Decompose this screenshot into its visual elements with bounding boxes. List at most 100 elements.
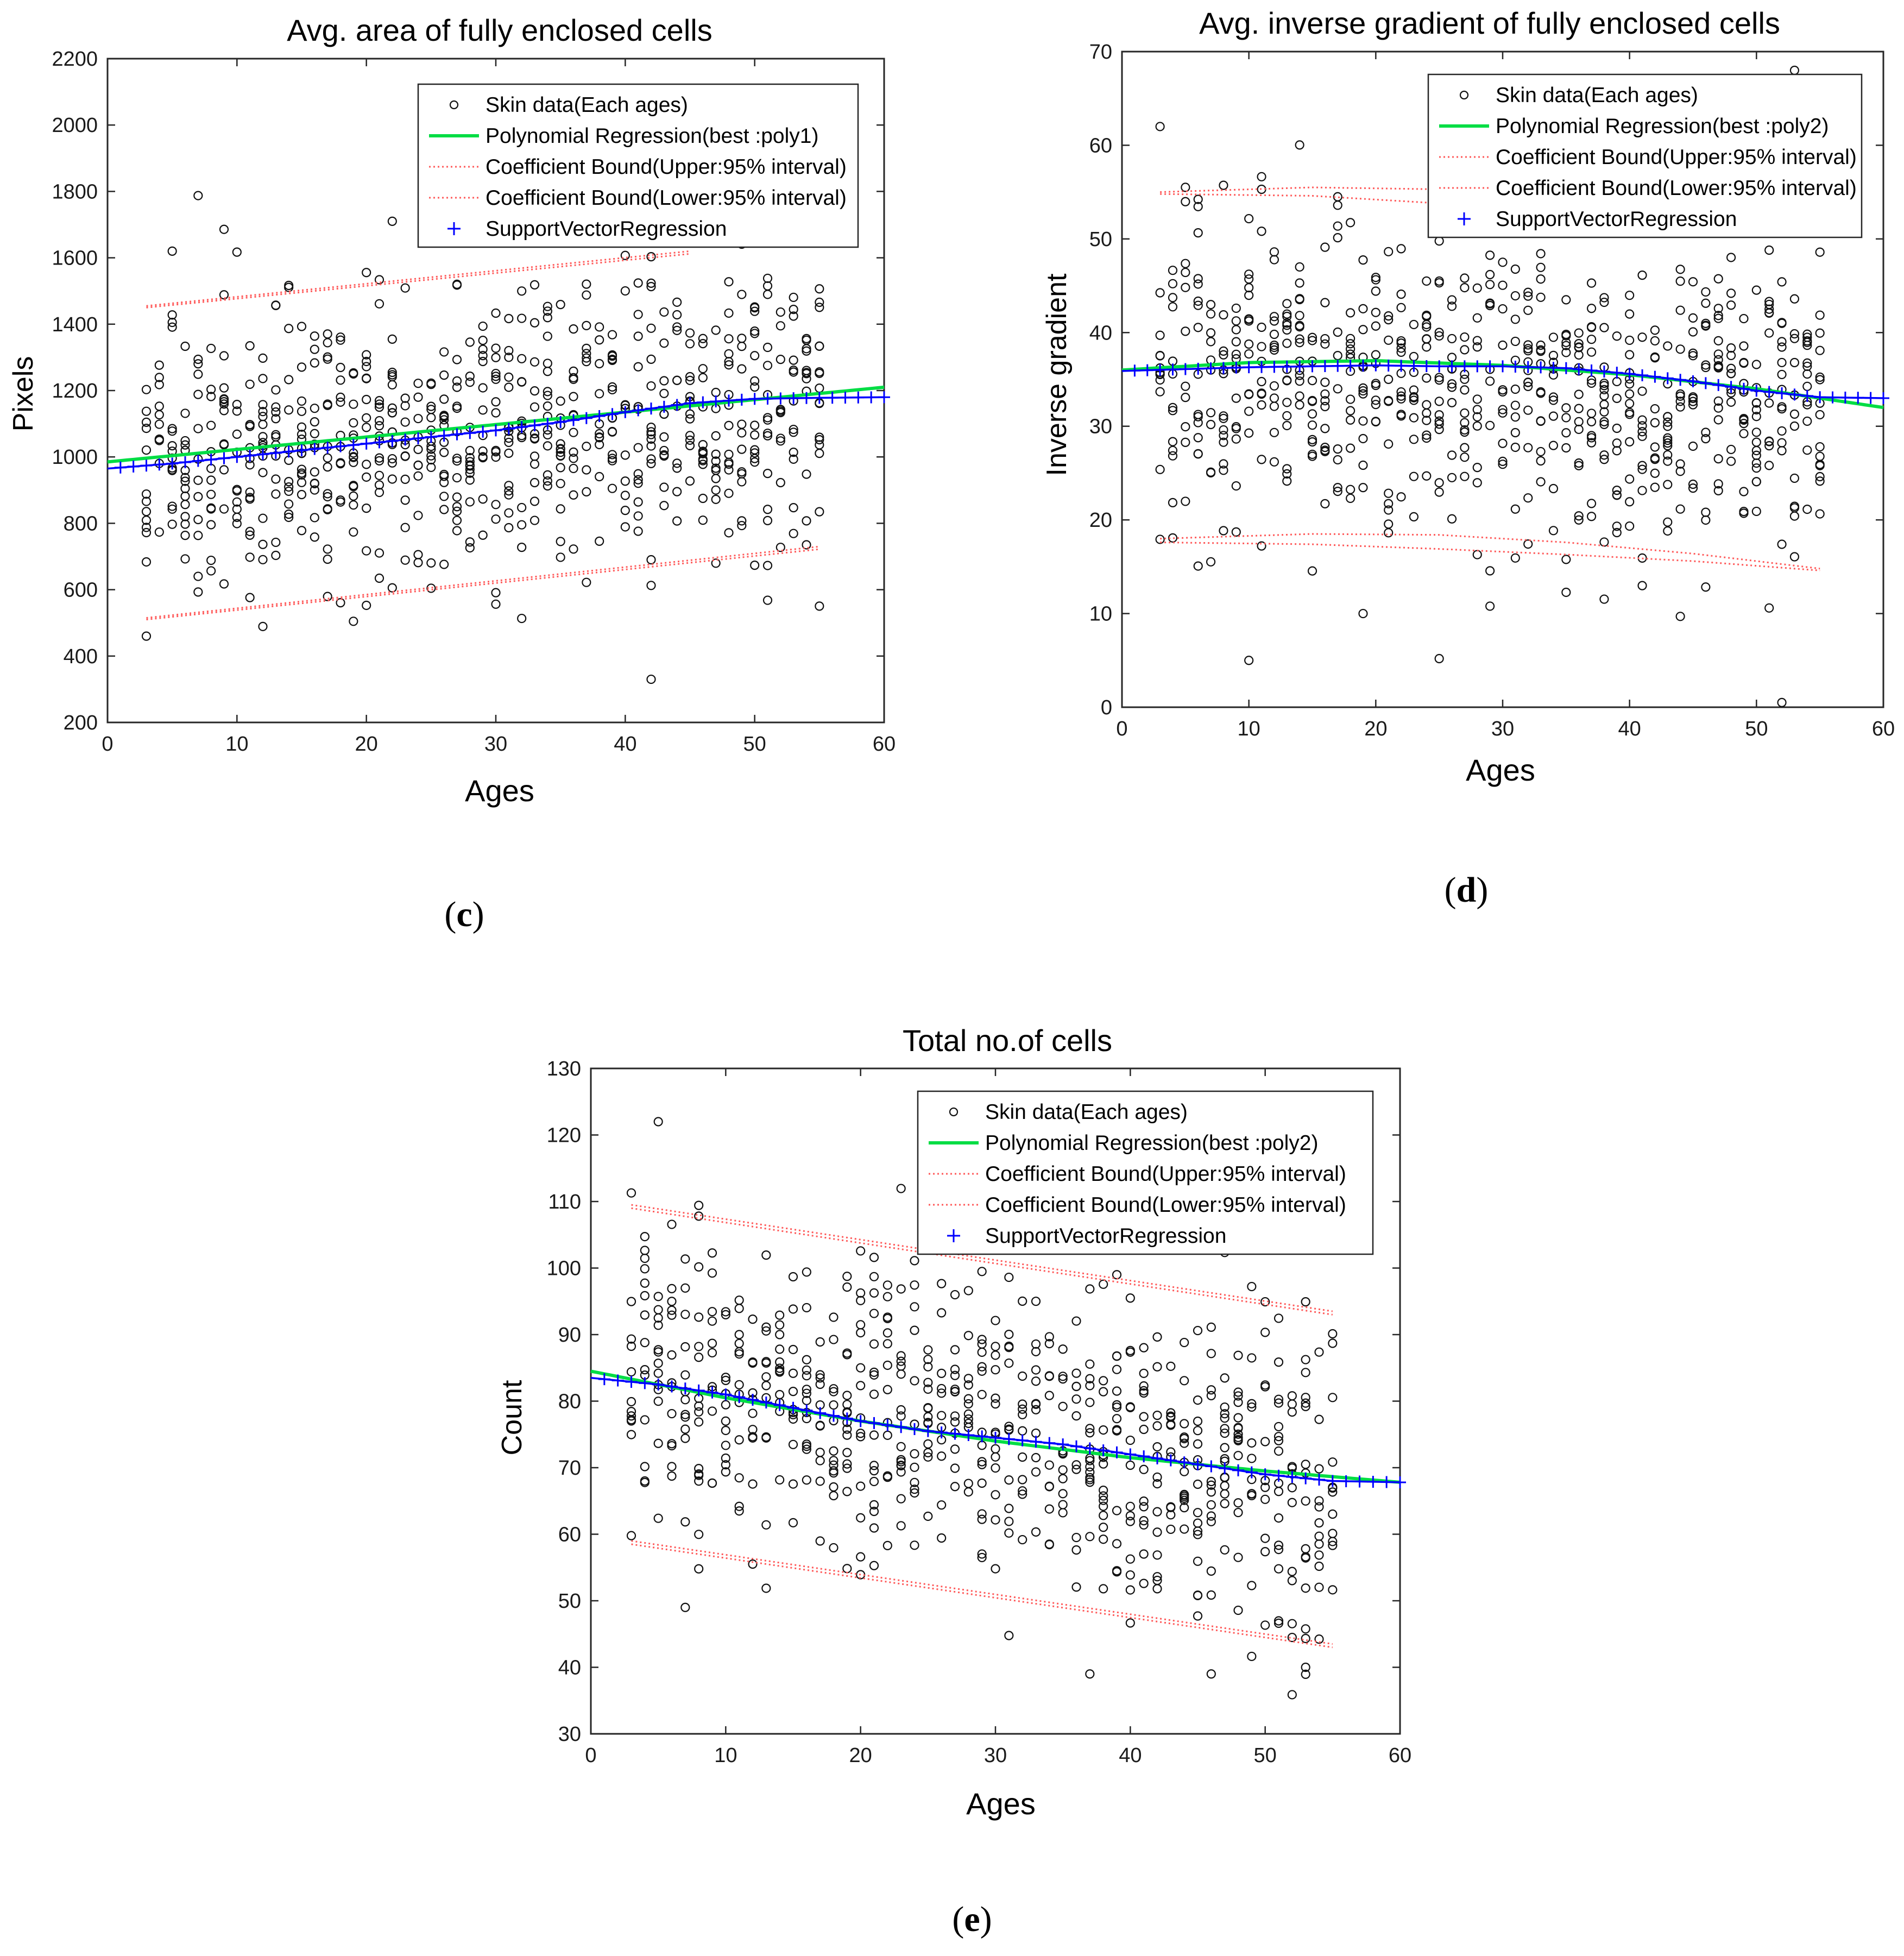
- chart-e-data-point: [1328, 1329, 1338, 1339]
- chart-c-data-point: [620, 250, 630, 260]
- chart-d-svr-marker: [1408, 360, 1420, 372]
- chart-d-data-point: [1789, 329, 1800, 339]
- chart-e-data-point: [761, 1322, 771, 1332]
- chart-e-data-point: [882, 1339, 892, 1349]
- chart-d-data-point: [1320, 443, 1330, 452]
- chart-e-data-point: [1099, 1376, 1108, 1386]
- chart-c-data-point: [400, 417, 410, 427]
- chart-e-data-point: [1058, 1508, 1068, 1518]
- chart-c-data-point: [750, 457, 760, 467]
- chart-c-data-point: [659, 445, 669, 456]
- chart-e-data-point: [1220, 1545, 1230, 1555]
- chart-d-data-point: [1574, 515, 1584, 525]
- chart-e-legend-entry: Polynomial Regression(best :poly2): [985, 1131, 1318, 1155]
- chart-d-xlabel: Ages: [1466, 753, 1535, 787]
- chart-c-data-point: [685, 375, 695, 385]
- chart-c-data-point: [362, 472, 371, 482]
- chart-e-data-point: [829, 1387, 838, 1397]
- chart-d-data-point: [1384, 439, 1394, 449]
- chart-c-data-point: [374, 396, 384, 406]
- chart-c-data-point: [672, 463, 682, 473]
- chart-d-data-point: [1219, 431, 1228, 441]
- chart-d-data-point: [1701, 582, 1711, 592]
- chart-c-data-point: [543, 481, 552, 491]
- chart-e-data-point: [721, 1453, 730, 1463]
- chart-c-data-point: [776, 436, 785, 446]
- chart-e-data-point: [775, 1357, 785, 1367]
- chart-d-data-point: [1802, 445, 1812, 455]
- chart-e-data-point: [815, 1337, 825, 1347]
- chart-c-data-point: [737, 428, 747, 438]
- chart-d-data-point: [1358, 483, 1368, 493]
- chart-c-svr-marker: [373, 436, 386, 449]
- chart-e-data-point: [1031, 1399, 1041, 1408]
- chart-c-data-point: [762, 361, 773, 370]
- chart-d-data-point: [1333, 233, 1342, 243]
- chart-d-data-point: [1764, 441, 1774, 451]
- chart-d-data-point: [1396, 391, 1406, 401]
- chart-d-data-point: [1599, 417, 1609, 426]
- chart-d-data-point: [1574, 343, 1584, 353]
- chart-e-data-point: [910, 1488, 919, 1498]
- chart-e-data-point: [1287, 1567, 1297, 1576]
- chart-d-data-point: [1726, 363, 1736, 373]
- chart-e-data-point: [802, 1267, 811, 1277]
- chart-d-data-point: [1396, 338, 1406, 348]
- chart-e-data-point: [869, 1476, 879, 1487]
- chart-e-data-point: [680, 1410, 690, 1419]
- chart-e-data-point: [667, 1297, 677, 1306]
- chart-d-data-point: [1460, 427, 1470, 437]
- chart-c-ytick-label: 2200: [52, 48, 98, 71]
- chart-c-data-point: [491, 372, 501, 381]
- chart-d-data-point: [1815, 247, 1825, 257]
- chart-e-data-point: [1233, 1387, 1243, 1397]
- chart-c-data-point: [762, 431, 773, 441]
- chart-c-data-point: [517, 543, 527, 552]
- chart-c-svr-marker: [515, 421, 528, 433]
- chart-e-data-point: [1018, 1475, 1027, 1485]
- chart-c-data-point: [271, 407, 281, 417]
- chart-e-data-point: [869, 1430, 879, 1440]
- chart-c-data-point: [336, 392, 345, 402]
- chart-e-data-point: [1099, 1501, 1108, 1511]
- chart-e-xtick-label: 30: [984, 1744, 1007, 1767]
- chart-d-data-point: [1269, 316, 1279, 326]
- chart-e-data-point: [1058, 1465, 1068, 1475]
- chart-e-ytick-label: 60: [558, 1524, 581, 1546]
- chart-d-data-point: [1346, 493, 1356, 504]
- chart-d-data-point: [1358, 304, 1368, 313]
- chart-c-data-point: [387, 216, 397, 226]
- chart-e-data-point: [626, 1415, 636, 1425]
- chart-d-lower-bound-line: [1160, 542, 1820, 571]
- chart-d-data-point: [1269, 345, 1279, 355]
- chart-d-data-point: [1181, 183, 1190, 192]
- chart-d-svr-marker: [1268, 361, 1281, 373]
- chart-d-data-point: [1193, 296, 1203, 306]
- chart-e-data-point: [882, 1328, 892, 1338]
- chart-c-data-point: [762, 342, 773, 353]
- chart-c-legend-entry: Coefficient Bound(Upper:95% interval): [486, 155, 847, 179]
- chart-e-data-point: [1152, 1572, 1162, 1582]
- chart-d-data-point: [1688, 441, 1698, 451]
- chart-e-data-point: [802, 1385, 811, 1394]
- chart-e-data-point: [653, 1368, 663, 1378]
- chart-d-data-point: [1384, 499, 1394, 508]
- chart-e-data-point: [1220, 1409, 1230, 1419]
- chart-c-data-point: [452, 492, 462, 502]
- chart-c-plot-area: 0 10 20 30 40 50 60200400600800100012001400160…: [52, 48, 896, 756]
- chart-c-data-point: [167, 501, 177, 511]
- chart-d-data-point: [1447, 398, 1457, 407]
- chart-c-data-point: [206, 392, 216, 401]
- chart-c-data-point: [465, 468, 475, 478]
- chart-e-data-point: [923, 1345, 933, 1355]
- chart-c-data-point: [439, 505, 449, 514]
- chart-d-data-point: [1701, 515, 1711, 525]
- chart-c-data-point: [465, 445, 475, 456]
- chart-e-data-point: [1166, 1408, 1176, 1418]
- chart-e-data-point: [734, 1349, 744, 1359]
- chart-c-data-point: [374, 421, 384, 431]
- chart-e-data-point: [977, 1366, 987, 1376]
- chart-e-data-point: [734, 1435, 744, 1445]
- chart-d-data-point: [1244, 314, 1254, 324]
